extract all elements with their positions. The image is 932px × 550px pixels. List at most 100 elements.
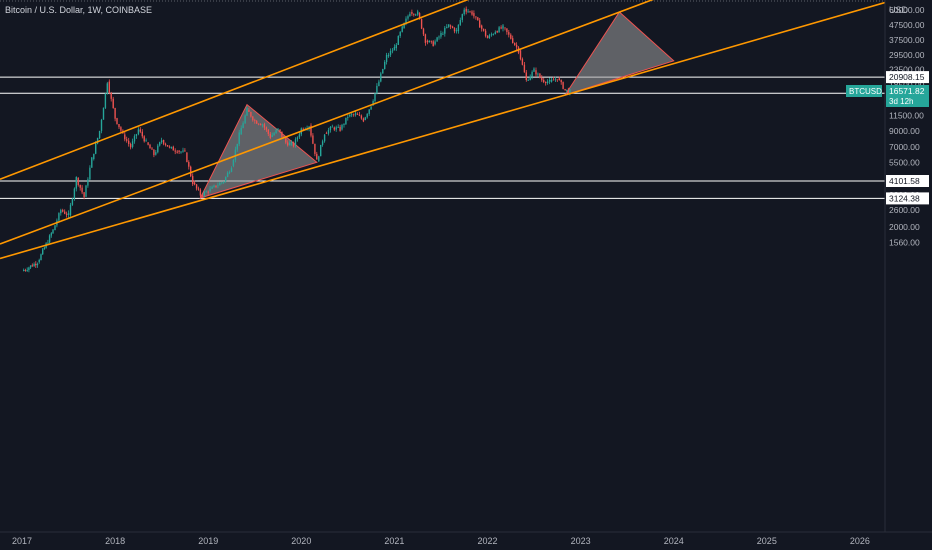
candle-up: [182, 150, 184, 152]
candle-down: [560, 80, 562, 83]
level-price-tag-label: 3124.38: [889, 193, 920, 203]
candle-up: [38, 260, 40, 263]
candle-up: [417, 11, 419, 15]
candle-down: [552, 79, 555, 81]
candle-down: [174, 150, 176, 152]
candle-up: [345, 117, 347, 125]
candle-down: [149, 144, 151, 149]
candle-up: [33, 263, 35, 267]
candle-up: [85, 185, 87, 197]
candle-up: [54, 225, 56, 231]
candle-up: [370, 106, 372, 110]
candle-down: [312, 135, 314, 144]
symbol-tag-label: BTCUSD: [849, 87, 882, 96]
candle-down: [545, 82, 547, 83]
candle-down: [153, 149, 155, 156]
candle-down: [333, 127, 335, 130]
candle-down: [479, 20, 481, 28]
candle-down: [504, 27, 506, 29]
y-tick-label: 18500.00: [889, 80, 925, 90]
channel-line-middle[interactable]: [0, 0, 885, 245]
candle-up: [104, 93, 107, 108]
candle-up: [238, 132, 240, 144]
candle-down: [556, 79, 558, 81]
candle-down: [426, 40, 429, 43]
candle-up: [527, 80, 529, 81]
candle-up: [43, 247, 46, 250]
candle-down: [314, 143, 316, 154]
candle-down: [207, 191, 209, 193]
candle-down: [523, 64, 526, 73]
candle-up: [96, 137, 99, 144]
candle-up: [448, 24, 450, 27]
y-tick-label: 9000.00: [889, 126, 920, 136]
candle-up: [502, 25, 504, 29]
candle-down: [519, 50, 522, 60]
candle-down: [486, 35, 489, 39]
candle-up: [298, 134, 301, 138]
x-tick-label: 2024: [664, 536, 684, 546]
candle-up: [93, 153, 95, 159]
price-axis-currency: USD: [889, 5, 909, 15]
candle-up: [393, 47, 396, 51]
candle-down: [267, 129, 269, 134]
candle-down: [358, 114, 361, 116]
candle-up: [434, 41, 436, 45]
candle-down: [263, 124, 266, 128]
candle-up: [457, 24, 460, 32]
candle-up: [155, 152, 157, 155]
candle-up: [374, 93, 376, 101]
candle-down: [128, 140, 130, 144]
level-price-tag-label: 20908.15: [889, 72, 925, 82]
candle-down: [143, 136, 145, 142]
candle-down: [316, 153, 318, 160]
candle-down: [362, 118, 365, 122]
candle-down: [471, 11, 473, 15]
candle-up: [133, 136, 136, 142]
candle-down: [186, 152, 188, 162]
candle-up: [529, 76, 531, 81]
candle-up: [71, 198, 74, 205]
candle-up: [244, 115, 246, 124]
candle-down: [469, 11, 471, 13]
candle-down: [500, 27, 502, 29]
candle-up: [296, 137, 299, 140]
candle-up: [440, 33, 442, 37]
candle-up: [205, 191, 207, 193]
candle-up: [219, 183, 221, 186]
candle-down: [192, 176, 194, 185]
candle-up: [349, 114, 351, 117]
candle-up: [67, 213, 70, 215]
candle-up: [347, 117, 349, 118]
candle-down: [325, 133, 328, 134]
candle-down: [81, 187, 83, 193]
y-tick-label: 29500.00: [889, 50, 925, 60]
candle-up: [225, 177, 227, 182]
candle-up: [36, 263, 39, 266]
level-price-tag: [886, 175, 929, 187]
candle-down: [515, 44, 518, 48]
candle-up: [69, 204, 72, 216]
candle-up: [533, 68, 535, 72]
candle-up: [531, 71, 533, 77]
channel-line-lower[interactable]: [0, 1, 885, 260]
candle-up: [554, 79, 557, 81]
candle-down: [510, 34, 512, 39]
candle-up: [95, 143, 97, 154]
candle-down: [269, 133, 271, 138]
candle-up: [47, 242, 49, 244]
candle-down: [564, 89, 566, 90]
x-tick-label: 2025: [757, 536, 777, 546]
candle-down: [168, 146, 171, 148]
channel-line-upper[interactable]: [0, 0, 885, 180]
candle-up: [327, 130, 330, 134]
symbol-tag: [846, 85, 882, 97]
candle-up: [405, 18, 407, 23]
candle-up: [145, 140, 147, 142]
candle-up: [399, 31, 401, 36]
candle-up: [488, 35, 491, 39]
candle-up: [321, 141, 324, 145]
candle-up: [409, 13, 411, 17]
candle-up: [490, 34, 493, 36]
